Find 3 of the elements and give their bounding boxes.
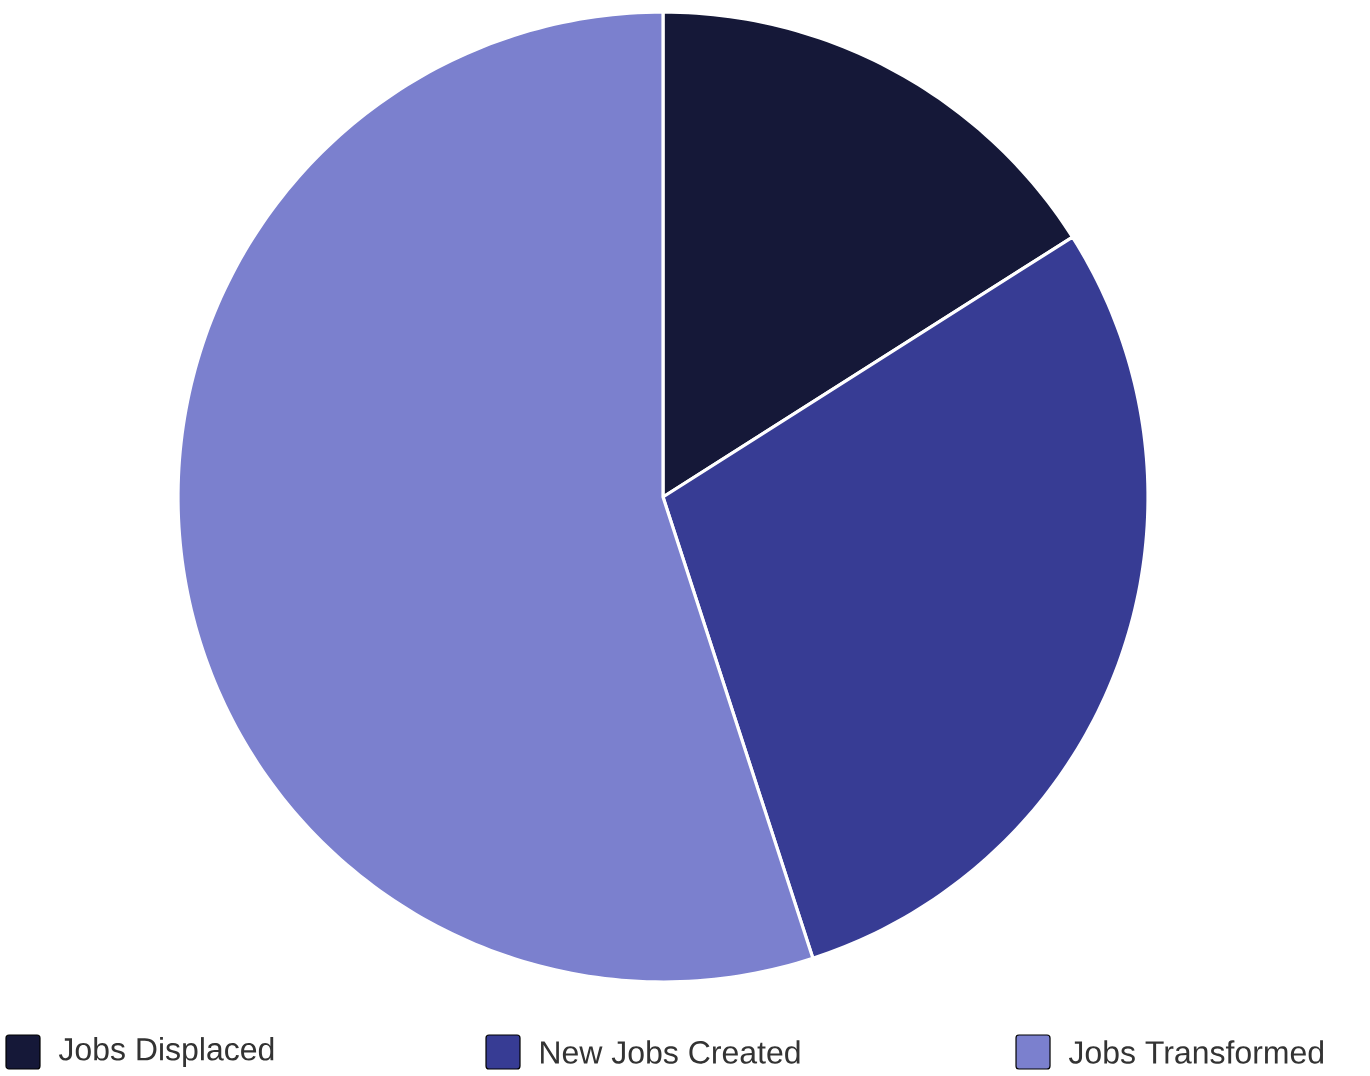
legend-label: New Jobs Created [541,1040,800,1064]
legend-label: Jobs Displaced [58,1037,274,1067]
legend-label: Jobs Transformed [1068,1040,1324,1064]
